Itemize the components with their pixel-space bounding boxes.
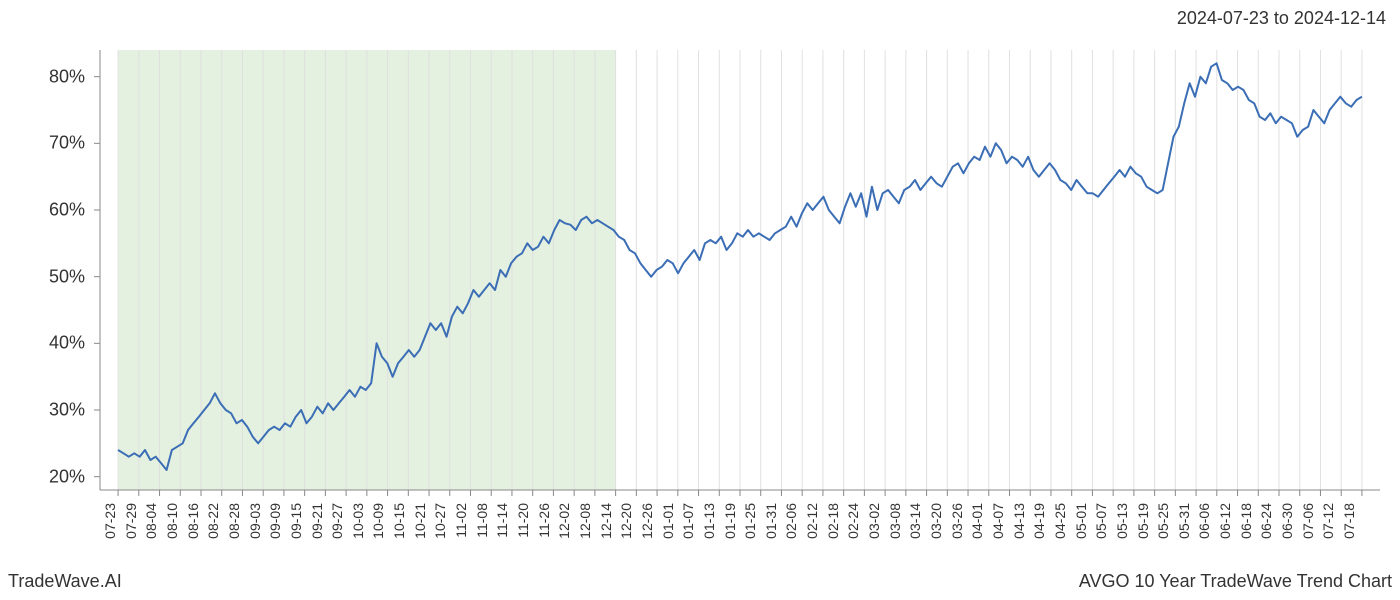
x-tick-label: 11-26 xyxy=(536,503,552,538)
x-tick-label: 08-04 xyxy=(143,503,159,539)
x-tick-label: 06-18 xyxy=(1238,503,1254,539)
x-tick-label: 06-24 xyxy=(1258,503,1274,539)
x-tick-label: 03-02 xyxy=(866,503,882,539)
x-tick-label: 05-13 xyxy=(1114,503,1130,539)
x-tick-label: 10-27 xyxy=(432,503,448,539)
x-tick-label: 01-01 xyxy=(660,503,676,539)
x-tick-label: 01-31 xyxy=(763,503,779,539)
x-tick-label: 01-19 xyxy=(722,503,738,539)
x-tick-label: 05-19 xyxy=(1135,503,1151,539)
y-tick-label: 50% xyxy=(49,266,85,287)
x-tick-label: 09-09 xyxy=(267,503,283,539)
x-tick-label: 03-08 xyxy=(887,503,903,539)
x-tick-label: 11-20 xyxy=(515,503,531,538)
x-tick-label: 02-18 xyxy=(825,503,841,539)
x-axis: 07-23 07-2908-04 08-10 08-1608-22 08-28 09-03… xyxy=(100,495,1380,575)
x-tick-label: 11-14 xyxy=(494,503,510,538)
line-chart-svg xyxy=(100,50,1380,490)
x-tick-label: 10-03 xyxy=(350,503,366,539)
y-tick-label: 20% xyxy=(49,466,85,487)
x-tick-label: 08-16 xyxy=(185,503,201,539)
x-tick-label: 03-20 xyxy=(928,503,944,539)
x-tick-label: 05-25 xyxy=(1155,503,1171,539)
x-tick-label: 08-22 xyxy=(205,503,221,539)
x-tick-label: 12-02 xyxy=(556,503,572,539)
x-tick-label: 11-08 xyxy=(474,503,490,538)
y-tick-label: 40% xyxy=(49,333,85,354)
x-tick-label: 12-20 xyxy=(618,503,634,539)
x-tick-label: 06-12 xyxy=(1217,503,1233,539)
x-tick-label: 12-26 xyxy=(639,503,655,539)
x-tick-label: 09-21 xyxy=(309,503,325,539)
x-tick-label: 04-25 xyxy=(1052,503,1068,539)
x-tick-label: 02-06 xyxy=(783,503,799,539)
x-tick-label: 07-06 xyxy=(1300,503,1316,539)
x-tick-label: 10-15 xyxy=(391,503,407,539)
y-tick-label: 60% xyxy=(49,200,85,221)
x-tick-label: 05-31 xyxy=(1176,503,1192,539)
x-tick-label: 04-19 xyxy=(1031,503,1047,539)
x-tick-label: 08-28 xyxy=(226,503,242,539)
x-tick-label: 05-07 xyxy=(1093,503,1109,539)
x-tick-label: 07-12 xyxy=(1320,503,1336,539)
x-tick-label: 10-09 xyxy=(370,503,386,539)
x-tick-label: 01-07 xyxy=(680,503,696,539)
x-tick-label: 07-29 xyxy=(123,503,139,539)
date-range-label: 2024-07-23 to 2024-12-14 xyxy=(1177,8,1386,29)
footer-brand: TradeWave.AI xyxy=(8,571,122,592)
x-tick-label: 04-13 xyxy=(1011,503,1027,539)
y-tick-label: 70% xyxy=(49,133,85,154)
x-tick-label: 09-03 xyxy=(247,503,263,539)
x-tick-label: 06-06 xyxy=(1196,503,1212,539)
x-tick-label: 03-14 xyxy=(907,503,923,539)
x-tick-label: 12-14 xyxy=(598,503,614,539)
y-tick-label: 30% xyxy=(49,400,85,421)
chart-area xyxy=(100,50,1380,490)
x-tick-label: 04-07 xyxy=(990,503,1006,539)
x-tick-label: 11-02 xyxy=(453,503,469,538)
x-tick-label: 02-24 xyxy=(845,503,861,539)
footer-title: AVGO 10 Year TradeWave Trend Chart xyxy=(1079,571,1392,592)
x-tick-label: 02-12 xyxy=(804,503,820,539)
x-tick-label: 09-15 xyxy=(288,503,304,539)
y-tick-label: 80% xyxy=(49,66,85,87)
x-tick-label: 10-21 xyxy=(412,503,428,539)
x-tick-label: 01-13 xyxy=(701,503,717,539)
y-axis: 20% 30% 40% 50% 60% 70% 80% xyxy=(0,50,95,490)
x-tick-label: 07-23 xyxy=(102,503,118,539)
x-tick-label: 09-27 xyxy=(329,503,345,539)
x-tick-label: 03-26 xyxy=(949,503,965,539)
x-tick-label: 07-18 xyxy=(1341,503,1357,539)
x-tick-label: 08-10 xyxy=(164,503,180,539)
x-tick-label: 06-30 xyxy=(1279,503,1295,539)
x-tick-label: 05-01 xyxy=(1073,503,1089,539)
x-tick-label: 04-01 xyxy=(969,503,985,539)
x-tick-label: 01-25 xyxy=(742,503,758,539)
x-tick-label: 12-08 xyxy=(577,503,593,539)
